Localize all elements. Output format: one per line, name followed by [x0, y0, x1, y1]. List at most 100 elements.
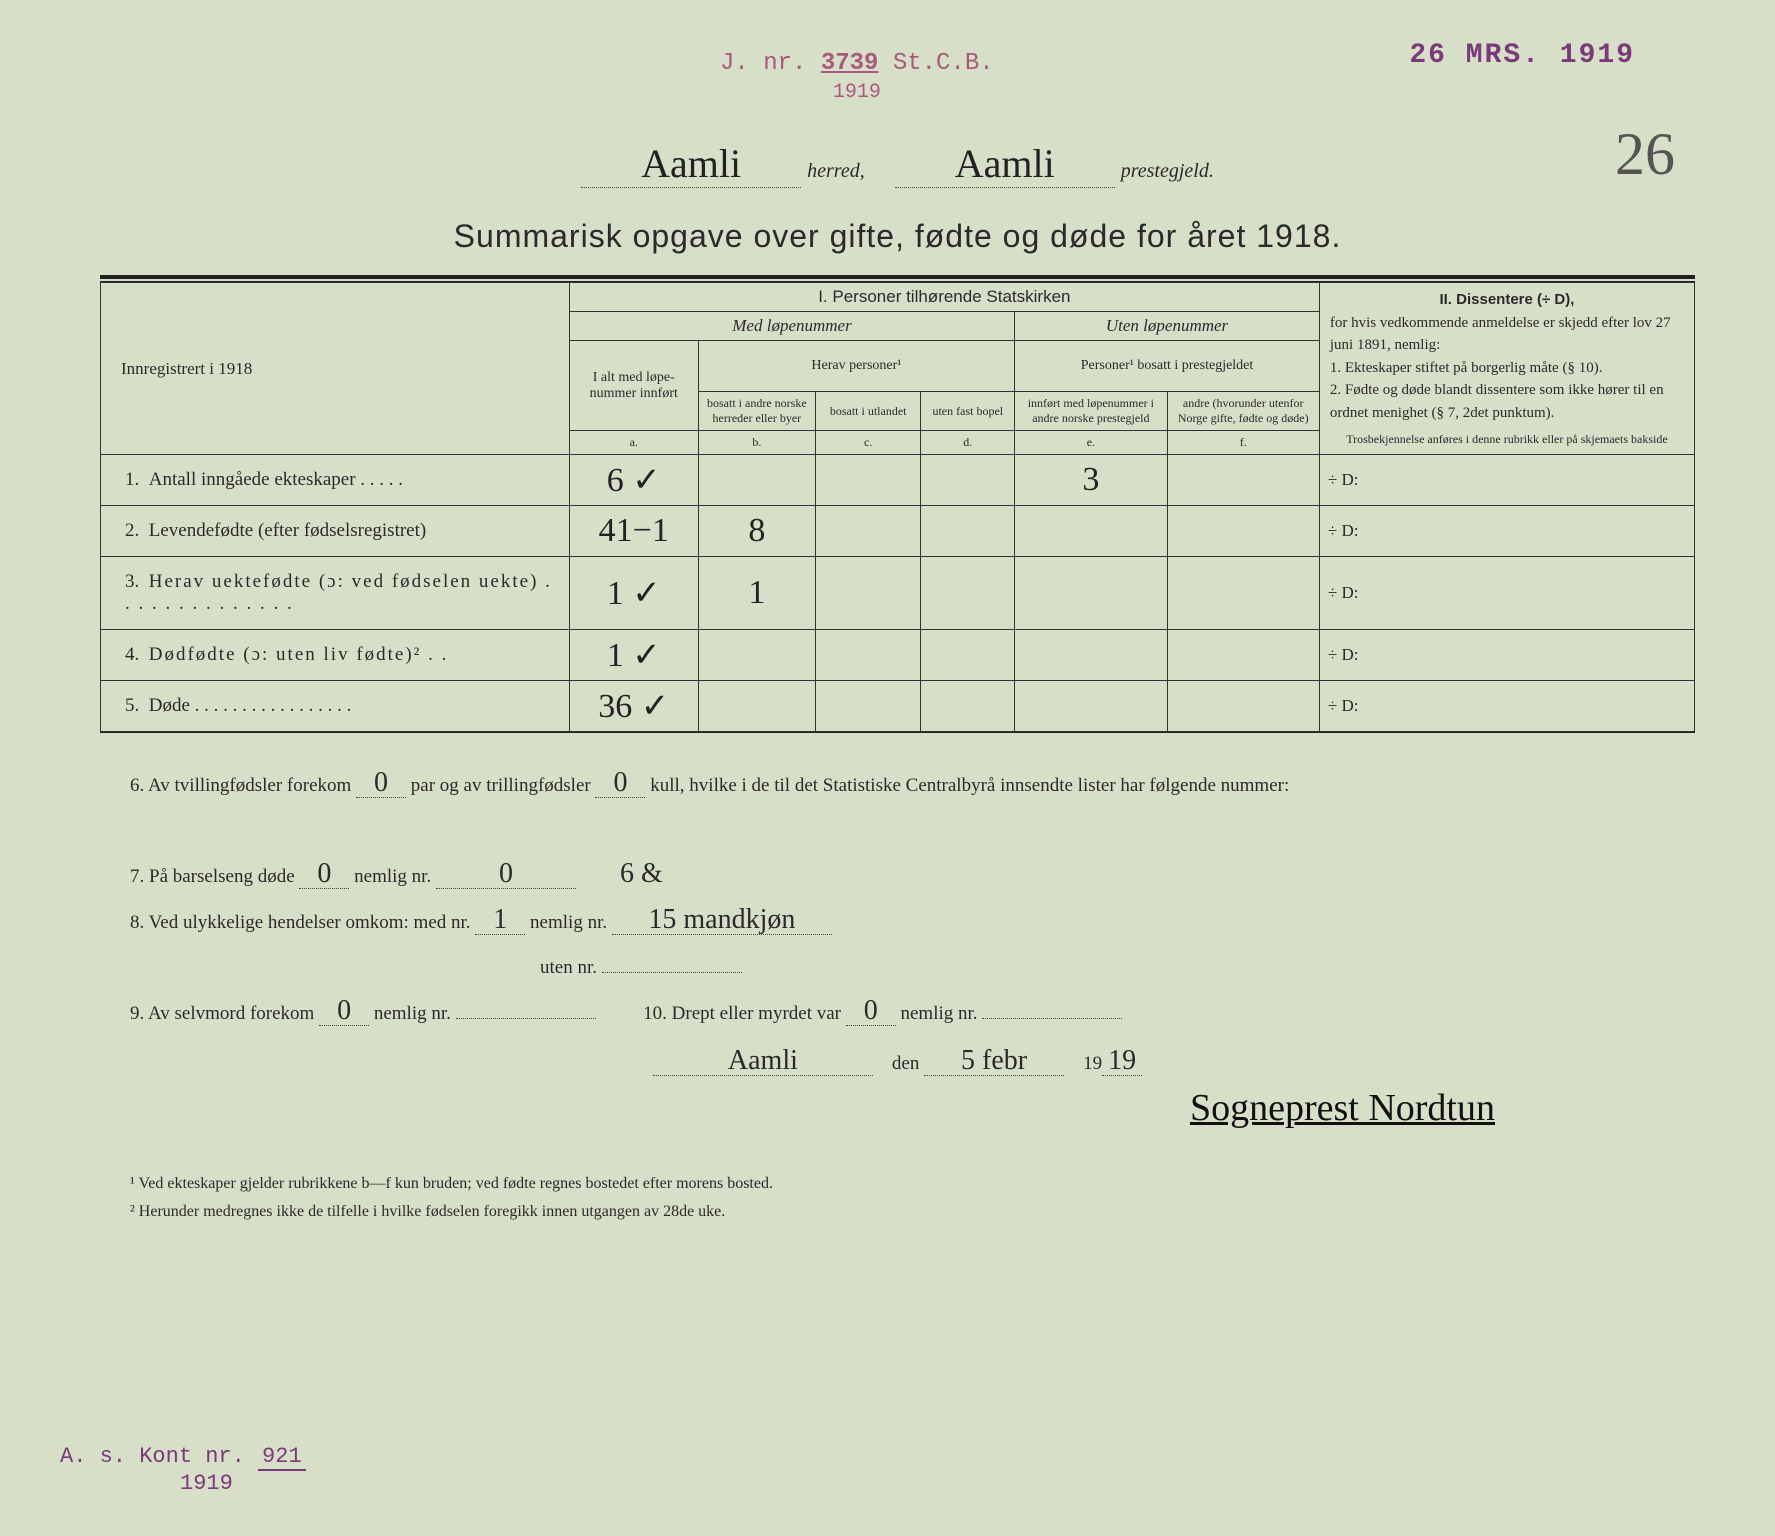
- row5-label: 5. Døde . . . . . . . . . . . . . . . . …: [101, 681, 570, 732]
- herav-header: Herav personer¹: [698, 341, 1014, 392]
- col-b-header: bosatt i andre norske herreder eller bye…: [698, 392, 815, 431]
- row1-b: [698, 455, 815, 506]
- row2-c: [815, 506, 920, 557]
- q6-val2: 0: [595, 769, 645, 798]
- main-table: Innregistrert i 1918 I. Personer tilhøre…: [100, 282, 1695, 732]
- section2-title: II. Dissentere (÷ D),: [1330, 289, 1684, 312]
- row3-e: [1015, 557, 1167, 630]
- row5-c: [815, 681, 920, 732]
- col-letter-c: c.: [815, 431, 920, 455]
- row2-f: [1167, 506, 1319, 557]
- q10-val: 0: [846, 997, 896, 1026]
- bottom-stamp-bot: 1919: [60, 1471, 233, 1496]
- rule-top-thick: [100, 275, 1695, 279]
- row3-a: 1 ✓: [569, 557, 698, 630]
- row4-a: 1 ✓: [569, 630, 698, 681]
- section2-item2: 2. Fødte og døde blandt dissentere som i…: [1330, 379, 1684, 424]
- q8-line: 8. Ved ulykkelige hendelser omkom: med n…: [130, 900, 1665, 946]
- jnr-year: 1919: [720, 81, 994, 104]
- q6-val1: 0: [356, 769, 406, 798]
- herred-label: herred,: [807, 160, 865, 182]
- col-letter-d: d.: [921, 431, 1015, 455]
- col-letter-e: e.: [1015, 431, 1167, 455]
- uten-lope-header: Uten løpenummer: [1015, 312, 1320, 341]
- row3-f: [1167, 557, 1319, 630]
- q9-nr: [456, 1018, 596, 1019]
- q10-nr: [982, 1018, 1122, 1019]
- herred-value: Aamli: [581, 140, 801, 188]
- section2-body: for hvis vedkommende anmeldelse er skjed…: [1330, 312, 1684, 357]
- row4-g: ÷ D:: [1319, 630, 1694, 681]
- header-line: Aamli herred, Aamli prestegjeld. 26: [100, 140, 1695, 188]
- q8-val1: 1: [475, 906, 525, 935]
- row5-e: [1015, 681, 1167, 732]
- row5-d: [921, 681, 1015, 732]
- row3-d: [921, 557, 1015, 630]
- personer-bosatt-header: Personer¹ bosatt i prestegjeldet: [1015, 341, 1320, 392]
- row1-e: 3: [1015, 455, 1167, 506]
- signature-name: Sogneprest Nordtun: [1190, 1087, 1495, 1129]
- footnote-2: ² Herunder medregnes ikke de tilfelle i …: [130, 1198, 1665, 1227]
- row3-b: 1: [698, 557, 815, 630]
- jnr-number: 3739: [821, 50, 879, 77]
- row2-a: 41−1: [569, 506, 698, 557]
- row2-g: ÷ D:: [1319, 506, 1694, 557]
- bottom-stamp-top: 921: [258, 1444, 306, 1471]
- table-row: 4. Dødfødte (ɔ: uten liv fødte)² . . 1 ✓…: [101, 630, 1695, 681]
- innreg-header: Innregistrert i 1918: [101, 283, 570, 455]
- row1-f: [1167, 455, 1319, 506]
- q7-val1: 0: [299, 860, 349, 889]
- section1-header: I. Personer tilhørende Statskirken: [569, 283, 1319, 312]
- document-title: Summarisk opgave over gifte, fødte og dø…: [100, 218, 1695, 255]
- row4-c: [815, 630, 920, 681]
- bottom-questions: 6. Av tvillingfødsler forekom 0 par og a…: [100, 763, 1695, 1037]
- row2-b: 8: [698, 506, 815, 557]
- section2-note: Trosbekjennelse anføres i denne rubrikk …: [1330, 430, 1684, 448]
- date-received-stamp: 26 MRS. 1919: [1409, 40, 1635, 71]
- row4-b: [698, 630, 815, 681]
- header-row-1: Innregistrert i 1918 I. Personer tilhøre…: [101, 283, 1695, 312]
- q8-uten-val: [602, 972, 742, 973]
- row4-d: [921, 630, 1015, 681]
- row3-g: ÷ D:: [1319, 557, 1694, 630]
- signature-block: Sogneprest Nordtun: [100, 1086, 1695, 1130]
- sig-place: Aamli: [653, 1047, 873, 1076]
- col-letter-a: a.: [569, 431, 698, 455]
- row5-b: [698, 681, 815, 732]
- col-a-header: I alt med løpe-nummer innført: [569, 341, 698, 431]
- jnr-suffix: St.C.B.: [893, 50, 994, 77]
- footnotes: ¹ Ved ekteskaper gjelder rubrikkene b—f …: [100, 1170, 1695, 1228]
- col-d-header: uten fast bopel: [921, 392, 1015, 431]
- bottom-stamp: A. s. Kont nr. 921 1919: [60, 1444, 306, 1496]
- col-letter-f: f.: [1167, 431, 1319, 455]
- row3-c: [815, 557, 920, 630]
- row2-e: [1015, 506, 1167, 557]
- row1-label: 1. Antall inngåede ekteskaper . . . . .: [101, 455, 570, 506]
- row5-g: ÷ D:: [1319, 681, 1694, 732]
- row4-label: 4. Dødfødte (ɔ: uten liv fødte)² . .: [101, 630, 570, 681]
- q6-line: 6. Av tvillingfødsler forekom 0 par og a…: [130, 763, 1665, 809]
- row3-label: 3. Herav uektefødte (ɔ: ved fødselen uek…: [101, 557, 570, 630]
- row1-d: [921, 455, 1015, 506]
- section2-header: II. Dissentere (÷ D), for hvis vedkommen…: [1319, 283, 1694, 455]
- prestegjeld-value: Aamli: [895, 140, 1115, 188]
- row5-a: 36 ✓: [569, 681, 698, 732]
- row1-g: ÷ D:: [1319, 455, 1694, 506]
- row4-e: [1015, 630, 1167, 681]
- sig-date: 5 febr: [924, 1047, 1064, 1076]
- q9-q10-line: 9. Av selvmord forekom 0 nemlig nr. 10. …: [130, 991, 1665, 1037]
- rule-mid: [100, 732, 1695, 733]
- q7-extra: 6 &: [614, 860, 669, 888]
- signature-date-line: Aamli den 5 febr 1919: [100, 1047, 1695, 1076]
- q8-uten-line: uten nr.: [130, 945, 1665, 991]
- q9-val: 0: [319, 997, 369, 1026]
- page-number: 26: [1615, 120, 1675, 189]
- col-letter-b: b.: [698, 431, 815, 455]
- jnr-label: J. nr.: [720, 50, 806, 77]
- q7-line: 7. På barselseng døde 0 nemlig nr. 0 6 &: [130, 854, 1665, 900]
- table-row: 2. Levendefødte (efter fødselsregistret)…: [101, 506, 1695, 557]
- row1-a: 6 ✓: [569, 455, 698, 506]
- q8-val2: 15 mandkjøn: [612, 906, 832, 935]
- row4-f: [1167, 630, 1319, 681]
- row5-f: [1167, 681, 1319, 732]
